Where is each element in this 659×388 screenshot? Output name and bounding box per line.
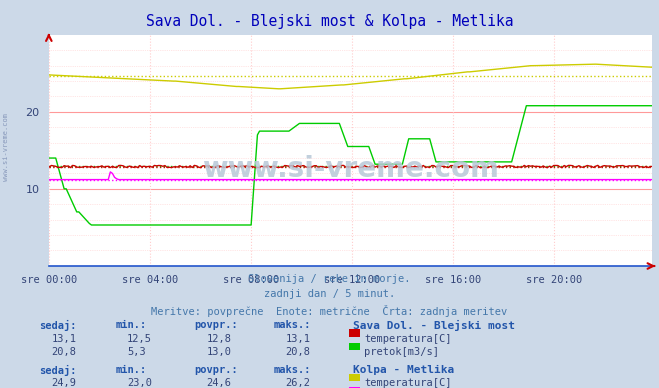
Text: www.si-vreme.com: www.si-vreme.com — [202, 155, 500, 183]
Text: sedaj:: sedaj: — [40, 365, 77, 376]
Text: povpr.:: povpr.: — [194, 365, 238, 375]
Text: temperatura[C]: temperatura[C] — [364, 334, 452, 344]
Text: 23,0: 23,0 — [127, 378, 152, 388]
Text: Sava Dol. - Blejski most: Sava Dol. - Blejski most — [353, 320, 515, 331]
Text: Slovenija / reke in morje.: Slovenija / reke in morje. — [248, 274, 411, 284]
Text: Kolpa - Metlika: Kolpa - Metlika — [353, 365, 454, 375]
Text: 12,5: 12,5 — [127, 334, 152, 344]
Text: Meritve: povprečne  Enote: metrične  Črta: zadnja meritev: Meritve: povprečne Enote: metrične Črta:… — [152, 305, 507, 317]
Text: www.si-vreme.com: www.si-vreme.com — [3, 113, 9, 182]
Text: sedaj:: sedaj: — [40, 320, 77, 331]
Text: 24,9: 24,9 — [51, 378, 76, 388]
Text: 12,8: 12,8 — [206, 334, 231, 344]
Text: zadnji dan / 5 minut.: zadnji dan / 5 minut. — [264, 289, 395, 299]
Text: 26,2: 26,2 — [285, 378, 310, 388]
Text: 13,1: 13,1 — [51, 334, 76, 344]
Text: 13,0: 13,0 — [206, 347, 231, 357]
Text: 20,8: 20,8 — [285, 347, 310, 357]
Text: Sava Dol. - Blejski most & Kolpa - Metlika: Sava Dol. - Blejski most & Kolpa - Metli… — [146, 14, 513, 29]
Text: temperatura[C]: temperatura[C] — [364, 378, 452, 388]
Text: min.:: min.: — [115, 365, 146, 375]
Text: maks.:: maks.: — [273, 365, 311, 375]
Text: pretok[m3/s]: pretok[m3/s] — [364, 347, 440, 357]
Text: povpr.:: povpr.: — [194, 320, 238, 330]
Text: min.:: min.: — [115, 320, 146, 330]
Text: 20,8: 20,8 — [51, 347, 76, 357]
Text: 24,6: 24,6 — [206, 378, 231, 388]
Text: 13,1: 13,1 — [285, 334, 310, 344]
Text: 5,3: 5,3 — [127, 347, 146, 357]
Text: maks.:: maks.: — [273, 320, 311, 330]
